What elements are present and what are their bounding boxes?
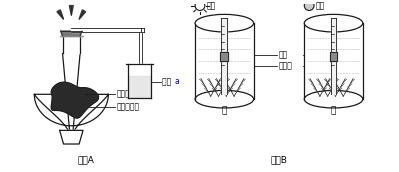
Polygon shape xyxy=(138,32,142,69)
Polygon shape xyxy=(59,130,83,144)
Polygon shape xyxy=(331,18,336,94)
Text: 甲: 甲 xyxy=(222,106,227,115)
Polygon shape xyxy=(129,76,150,97)
Text: 装置A: 装置A xyxy=(77,155,95,164)
Circle shape xyxy=(304,1,314,10)
Polygon shape xyxy=(71,28,142,32)
Polygon shape xyxy=(195,23,254,99)
Text: 液体: 液体 xyxy=(162,77,174,86)
Polygon shape xyxy=(34,53,109,133)
Text: 太阳: 太阳 xyxy=(316,1,325,10)
Polygon shape xyxy=(79,10,86,19)
Text: 金鱼藻: 金鱼藻 xyxy=(279,61,293,70)
Ellipse shape xyxy=(304,90,363,108)
Polygon shape xyxy=(69,6,73,15)
Text: 黑色塑料袋: 黑色塑料袋 xyxy=(116,90,139,99)
Polygon shape xyxy=(61,31,82,36)
Polygon shape xyxy=(140,28,144,32)
Text: a: a xyxy=(175,77,180,86)
Text: 乙: 乙 xyxy=(331,106,336,115)
Polygon shape xyxy=(63,36,80,53)
Text: 清水: 清水 xyxy=(279,51,288,60)
Text: 装置B: 装置B xyxy=(271,155,287,164)
Ellipse shape xyxy=(304,14,363,32)
Circle shape xyxy=(195,1,205,10)
Polygon shape xyxy=(57,10,63,19)
Text: 太阳: 太阳 xyxy=(207,1,216,10)
Polygon shape xyxy=(128,64,151,98)
Ellipse shape xyxy=(195,14,254,32)
Polygon shape xyxy=(221,52,228,61)
Text: 天竺葵植物: 天竺葵植物 xyxy=(116,103,139,111)
Ellipse shape xyxy=(195,90,254,108)
Polygon shape xyxy=(221,18,227,94)
Polygon shape xyxy=(304,23,363,99)
Polygon shape xyxy=(330,52,338,61)
Polygon shape xyxy=(51,82,99,118)
